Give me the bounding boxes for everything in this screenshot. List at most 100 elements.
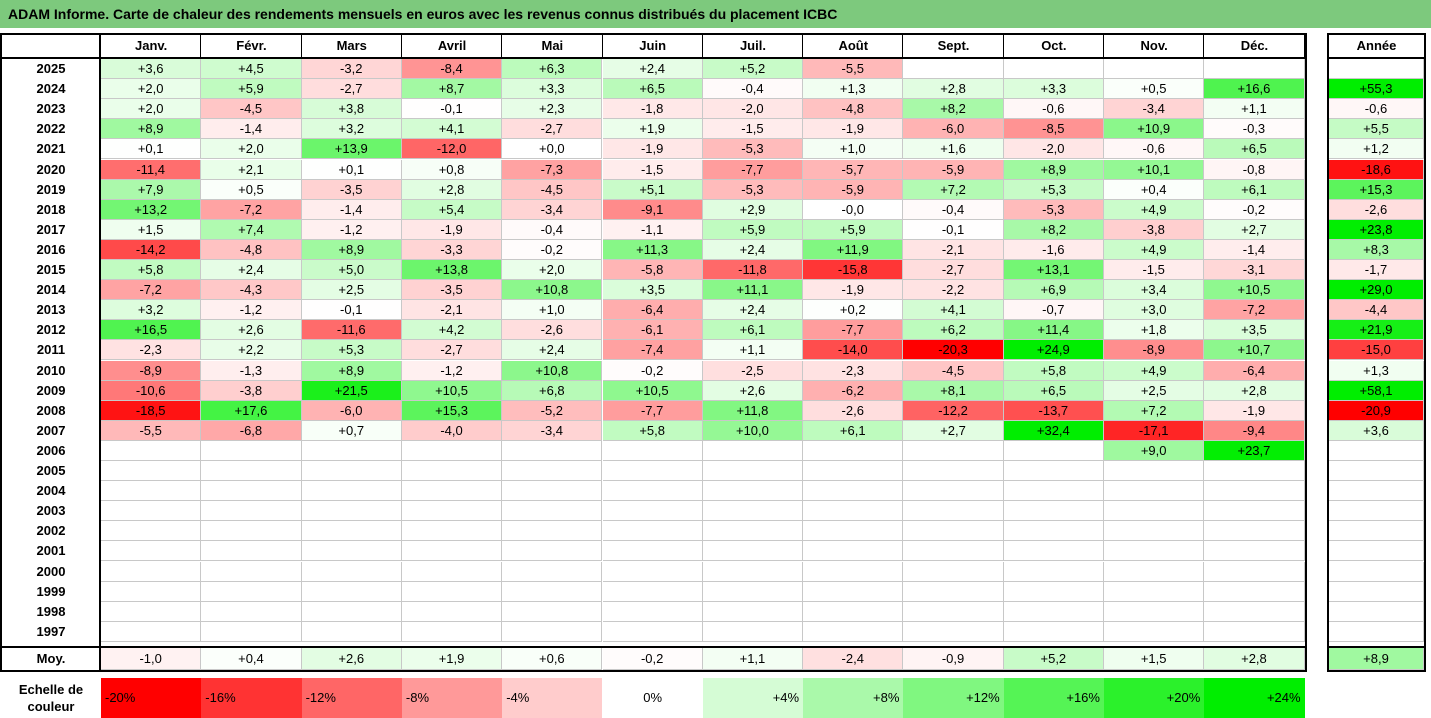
average-cell: -1,0 — [101, 648, 202, 670]
heatmap-cell: +11,8 — [702, 400, 804, 421]
month-header: Févr. — [236, 38, 267, 53]
heatmap-cell: -5,5 — [803, 59, 904, 80]
month-header: Janv. — [135, 38, 168, 53]
heatmap-cell: -5,7 — [803, 159, 904, 180]
heatmap-cell — [502, 621, 603, 642]
heatmap-cell — [1104, 521, 1205, 542]
column-separator — [902, 33, 904, 57]
heatmap-cell: -11,4 — [101, 159, 202, 180]
annual-cell: +1,2 — [1329, 139, 1424, 160]
heatmap-cell: -5,9 — [903, 159, 1004, 180]
annual-cell: -0,6 — [1329, 99, 1424, 120]
heatmap-cell: +6,5 — [602, 79, 703, 100]
legend-swatch: -4% — [502, 678, 603, 718]
heatmap-cell: -5,3 — [1003, 199, 1104, 220]
legend-swatch: 0% — [602, 678, 703, 718]
heatmap-cell: +5,3 — [301, 340, 402, 361]
header-divider — [0, 57, 1307, 59]
heatmap-cell — [201, 521, 302, 542]
heatmap-cell: +8,1 — [903, 380, 1004, 401]
year-label: 1999 — [36, 583, 66, 599]
heatmap-cell: -1,4 — [1204, 239, 1305, 260]
heatmap-cell: +0,2 — [803, 300, 904, 321]
heatmap-cell — [401, 461, 503, 482]
heatmap-cell: +3,6 — [101, 59, 202, 80]
heatmap-cell: +10,0 — [702, 420, 804, 441]
heatmap-cell — [602, 601, 703, 622]
year-label: 2014 — [36, 282, 66, 298]
heatmap-cell: -11,6 — [301, 320, 402, 341]
heatmap-cell: +10,8 — [502, 280, 603, 301]
heatmap-cell — [301, 541, 402, 562]
heatmap-cell: -5,9 — [803, 179, 904, 200]
heatmap-cell — [702, 541, 804, 562]
heatmap-cell: -3,5 — [401, 280, 503, 301]
heatmap-cell: +4,9 — [1104, 239, 1205, 260]
heatmap-cell: +2,0 — [101, 79, 202, 100]
heatmap-cell: -15,8 — [803, 260, 904, 281]
heatmap-cell — [903, 561, 1004, 582]
heatmap-cell: +0,1 — [101, 139, 202, 160]
heatmap-cell: +13,1 — [1003, 260, 1104, 281]
heatmap-cell: +16,6 — [1204, 79, 1305, 100]
heatmap-cell: -3,1 — [1204, 260, 1305, 281]
heatmap-cell — [1204, 59, 1305, 80]
heatmap-cell: -4,0 — [401, 420, 503, 441]
heatmap-cell: +0,5 — [201, 179, 302, 200]
annual-cell: -15,0 — [1329, 340, 1424, 361]
average-cell: +2,8 — [1204, 648, 1305, 670]
heatmap-cell: +8,9 — [101, 119, 202, 140]
heatmap-cell: -5,3 — [702, 139, 804, 160]
heatmap-cell: +7,4 — [201, 219, 302, 240]
heatmap-cell: -8,9 — [101, 360, 202, 381]
heatmap-cell: -1,5 — [602, 159, 703, 180]
heatmap-cell: +5,9 — [201, 79, 302, 100]
heatmap-cell: +13,8 — [401, 260, 503, 281]
heatmap-cell: -1,9 — [803, 119, 904, 140]
heatmap-cell — [702, 481, 804, 502]
heatmap-cell: -2,2 — [903, 280, 1004, 301]
heatmap-cell: +7,9 — [101, 179, 202, 200]
heatmap-cell: -12,0 — [401, 139, 503, 160]
month-header: Sept. — [937, 38, 970, 53]
legend-swatch: +12% — [903, 678, 1004, 718]
heatmap-cell: -1,2 — [301, 219, 402, 240]
heatmap-cell: +16,5 — [101, 320, 202, 341]
heatmap-cell — [803, 461, 904, 482]
month-header: Nov. — [1140, 38, 1168, 53]
heatmap-cell — [502, 440, 603, 461]
heatmap-cell — [301, 581, 402, 602]
heatmap-cell — [502, 561, 603, 582]
heatmap-cell: -0,1 — [301, 300, 402, 321]
heatmap-cell: -9,1 — [602, 199, 703, 220]
year-label: 2001 — [36, 543, 66, 559]
heatmap-cell: -4,8 — [201, 239, 302, 260]
heatmap-cell: +8,9 — [301, 239, 402, 260]
heatmap-cell — [803, 621, 904, 642]
heatmap-cell — [502, 541, 603, 562]
heatmap-cell: -1,4 — [201, 119, 302, 140]
year-label: 2023 — [36, 101, 66, 117]
heatmap-cell — [702, 601, 804, 622]
heatmap-cell: -7,3 — [502, 159, 603, 180]
heatmap-cell — [1003, 601, 1104, 622]
heatmap-cell — [1204, 521, 1305, 542]
heatmap-cell — [903, 601, 1004, 622]
heatmap-cell — [702, 561, 804, 582]
annual-cell — [1329, 561, 1424, 582]
heatmap-cell — [702, 581, 804, 602]
heatmap-cell: +6,1 — [702, 320, 804, 341]
annual-cell: -1,7 — [1329, 260, 1424, 281]
heatmap-cell: +2,7 — [903, 420, 1004, 441]
heatmap-cell: -12,2 — [903, 400, 1004, 421]
heatmap-cell: +6,1 — [1204, 179, 1305, 200]
heatmap-cell — [1204, 601, 1305, 622]
heatmap-cell — [201, 581, 302, 602]
heatmap-cell: -14,2 — [101, 239, 202, 260]
heatmap-cell: +1,9 — [602, 119, 703, 140]
heatmap-cell: -1,1 — [602, 219, 703, 240]
heatmap-cell: +2,8 — [1204, 380, 1305, 401]
heatmap-cell — [1204, 501, 1305, 522]
column-separator — [300, 33, 302, 57]
heatmap-cell: -0,0 — [803, 199, 904, 220]
